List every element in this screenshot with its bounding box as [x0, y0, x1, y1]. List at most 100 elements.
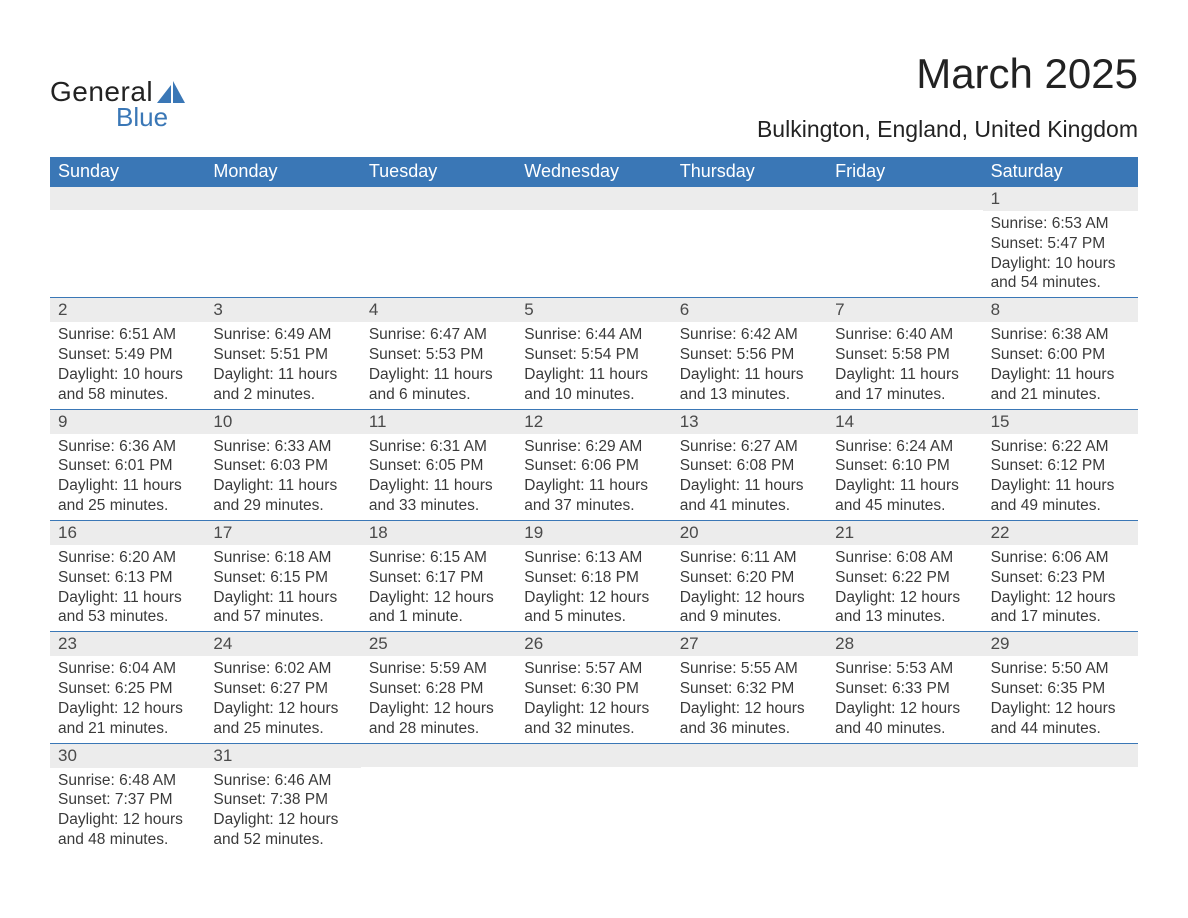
- day-details: Sunrise: 6:15 AMSunset: 6:17 PMDaylight:…: [361, 545, 516, 631]
- daylight-text: Daylight: 12 hours: [369, 588, 508, 608]
- sunset-text: Sunset: 6:30 PM: [524, 679, 663, 699]
- sunrise-text: Sunrise: 6:36 AM: [58, 437, 197, 457]
- sunset-text: Sunset: 6:32 PM: [680, 679, 819, 699]
- day-details: Sunrise: 6:33 AMSunset: 6:03 PMDaylight:…: [205, 434, 360, 520]
- week-row: 16Sunrise: 6:20 AMSunset: 6:13 PMDayligh…: [50, 520, 1138, 631]
- week-row: 23Sunrise: 6:04 AMSunset: 6:25 PMDayligh…: [50, 631, 1138, 742]
- day-number: 11: [361, 410, 516, 434]
- sunrise-text: Sunrise: 6:08 AM: [835, 548, 974, 568]
- day-number: 28: [827, 632, 982, 656]
- sunrise-text: Sunrise: 6:42 AM: [680, 325, 819, 345]
- sunset-text: Sunset: 6:35 PM: [991, 679, 1130, 699]
- weekday-header: Thursday: [672, 157, 827, 187]
- day-cell: 23Sunrise: 6:04 AMSunset: 6:25 PMDayligh…: [50, 632, 205, 742]
- sunrise-text: Sunrise: 6:53 AM: [991, 214, 1130, 234]
- daylight-text: Daylight: 11 hours: [58, 588, 197, 608]
- daylight-text: Daylight: 12 hours: [835, 699, 974, 719]
- weekday-header: Saturday: [983, 157, 1138, 187]
- daylight-text: and 29 minutes.: [213, 496, 352, 516]
- page-title: March 2025: [757, 50, 1138, 98]
- day-number: 12: [516, 410, 671, 434]
- calendar: SundayMondayTuesdayWednesdayThursdayFrid…: [50, 157, 1138, 854]
- day-cell: 29Sunrise: 5:50 AMSunset: 6:35 PMDayligh…: [983, 632, 1138, 742]
- daylight-text: Daylight: 11 hours: [58, 476, 197, 496]
- day-cell: 8Sunrise: 6:38 AMSunset: 6:00 PMDaylight…: [983, 298, 1138, 408]
- sunset-text: Sunset: 7:38 PM: [213, 790, 352, 810]
- sunrise-text: Sunrise: 6:18 AM: [213, 548, 352, 568]
- day-cell: 9Sunrise: 6:36 AMSunset: 6:01 PMDaylight…: [50, 410, 205, 520]
- sunset-text: Sunset: 6:01 PM: [58, 456, 197, 476]
- day-number: 3: [205, 298, 360, 322]
- daylight-text: and 1 minute.: [369, 607, 508, 627]
- empty-cell: [361, 744, 516, 854]
- sunset-text: Sunset: 6:06 PM: [524, 456, 663, 476]
- daylight-text: and 54 minutes.: [991, 273, 1130, 293]
- weekday-header-row: SundayMondayTuesdayWednesdayThursdayFrid…: [50, 157, 1138, 187]
- sunset-text: Sunset: 6:33 PM: [835, 679, 974, 699]
- day-number: 5: [516, 298, 671, 322]
- day-number: 29: [983, 632, 1138, 656]
- day-cell: 11Sunrise: 6:31 AMSunset: 6:05 PMDayligh…: [361, 410, 516, 520]
- daylight-text: and 5 minutes.: [524, 607, 663, 627]
- daylight-text: Daylight: 11 hours: [991, 365, 1130, 385]
- sunrise-text: Sunrise: 6:13 AM: [524, 548, 663, 568]
- day-cell: 26Sunrise: 5:57 AMSunset: 6:30 PMDayligh…: [516, 632, 671, 742]
- sunset-text: Sunset: 6:28 PM: [369, 679, 508, 699]
- empty-cell: [50, 187, 205, 297]
- day-number: [205, 187, 360, 210]
- day-cell: 14Sunrise: 6:24 AMSunset: 6:10 PMDayligh…: [827, 410, 982, 520]
- daylight-text: and 41 minutes.: [680, 496, 819, 516]
- calendar-body: 1Sunrise: 6:53 AMSunset: 5:47 PMDaylight…: [50, 187, 1138, 854]
- sunset-text: Sunset: 5:51 PM: [213, 345, 352, 365]
- day-number: 17: [205, 521, 360, 545]
- day-details: [50, 210, 205, 217]
- day-number: 4: [361, 298, 516, 322]
- sunset-text: Sunset: 5:47 PM: [991, 234, 1130, 254]
- empty-cell: [205, 187, 360, 297]
- week-row: 9Sunrise: 6:36 AMSunset: 6:01 PMDaylight…: [50, 409, 1138, 520]
- day-details: Sunrise: 6:22 AMSunset: 6:12 PMDaylight:…: [983, 434, 1138, 520]
- day-cell: 21Sunrise: 6:08 AMSunset: 6:22 PMDayligh…: [827, 521, 982, 631]
- day-details: [361, 767, 516, 774]
- day-number: 26: [516, 632, 671, 656]
- day-number: 9: [50, 410, 205, 434]
- daylight-text: and 28 minutes.: [369, 719, 508, 739]
- day-number: [827, 744, 982, 767]
- daylight-text: Daylight: 12 hours: [369, 699, 508, 719]
- sunrise-text: Sunrise: 6:29 AM: [524, 437, 663, 457]
- day-number: 10: [205, 410, 360, 434]
- daylight-text: and 10 minutes.: [524, 385, 663, 405]
- day-details: [672, 210, 827, 217]
- daylight-text: Daylight: 11 hours: [524, 476, 663, 496]
- daylight-text: and 37 minutes.: [524, 496, 663, 516]
- sunset-text: Sunset: 6:22 PM: [835, 568, 974, 588]
- empty-cell: [827, 744, 982, 854]
- week-row: 2Sunrise: 6:51 AMSunset: 5:49 PMDaylight…: [50, 297, 1138, 408]
- day-number: [983, 744, 1138, 767]
- sunrise-text: Sunrise: 5:50 AM: [991, 659, 1130, 679]
- daylight-text: Daylight: 11 hours: [680, 476, 819, 496]
- daylight-text: Daylight: 12 hours: [835, 588, 974, 608]
- daylight-text: and 57 minutes.: [213, 607, 352, 627]
- daylight-text: Daylight: 10 hours: [991, 254, 1130, 274]
- day-cell: 15Sunrise: 6:22 AMSunset: 6:12 PMDayligh…: [983, 410, 1138, 520]
- day-number: 18: [361, 521, 516, 545]
- day-cell: 3Sunrise: 6:49 AMSunset: 5:51 PMDaylight…: [205, 298, 360, 408]
- sunrise-text: Sunrise: 6:38 AM: [991, 325, 1130, 345]
- day-cell: 2Sunrise: 6:51 AMSunset: 5:49 PMDaylight…: [50, 298, 205, 408]
- day-cell: 12 Sunrise: 6:29 AMSunset: 6:06 PMDayligh…: [516, 410, 671, 520]
- day-details: Sunrise: 6:46 AMSunset: 7:38 PMDaylight:…: [205, 768, 360, 854]
- day-number: 27: [672, 632, 827, 656]
- sunrise-text: Sunrise: 6:24 AM: [835, 437, 974, 457]
- logo: General Blue: [50, 50, 185, 133]
- header: General Blue March 2025 Bulkington, Engl…: [50, 50, 1138, 143]
- day-number: [50, 187, 205, 210]
- sunrise-text: Sunrise: 5:55 AM: [680, 659, 819, 679]
- weekday-header: Wednesday: [516, 157, 671, 187]
- day-number: 16: [50, 521, 205, 545]
- day-details: Sunrise: 6:44 AMSunset: 5:54 PMDaylight:…: [516, 322, 671, 408]
- day-details: Sunrise: 6:36 AMSunset: 6:01 PMDaylight:…: [50, 434, 205, 520]
- day-cell: 27Sunrise: 5:55 AMSunset: 6:32 PMDayligh…: [672, 632, 827, 742]
- day-details: Sunrise: 6:18 AMSunset: 6:15 PMDaylight:…: [205, 545, 360, 631]
- day-details: Sunrise: 6:38 AMSunset: 6:00 PMDaylight:…: [983, 322, 1138, 408]
